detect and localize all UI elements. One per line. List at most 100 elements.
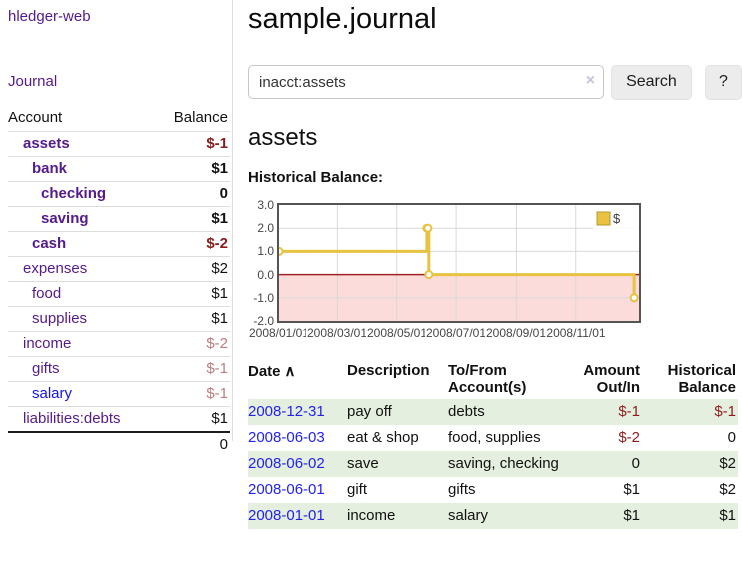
register-header-amount-out-in: Amount Out/In <box>583 362 640 396</box>
transaction-balance: $1 <box>719 507 736 524</box>
x-axis-tick-label: 2008/01/01 <box>247 326 311 340</box>
account-row: assets $-1 <box>8 131 230 157</box>
transaction-amount: 0 <box>631 455 640 472</box>
search-button[interactable]: Search <box>611 64 692 100</box>
sidebar: hledger-web Journal Account Balance asse… <box>0 0 233 457</box>
account-link-income[interactable]: income <box>23 335 72 352</box>
y-axis-tick-label: 2.0 <box>257 221 274 236</box>
account-link-gifts[interactable]: gifts <box>32 360 60 377</box>
account-balance-table: Account Balance assets $-1 bank $1 checking 0… <box>8 105 230 457</box>
transaction-accounts: debts <box>448 403 485 420</box>
account-balance: $-2 <box>156 231 230 257</box>
page-title: sample.journal <box>248 3 437 35</box>
transaction-accounts: saving, checking <box>448 455 559 472</box>
transaction-amount: $1 <box>623 507 640 524</box>
app-brand-link[interactable]: hledger-web <box>8 8 91 25</box>
main-content: sample.journal × Search ? assets Histori… <box>247 0 742 529</box>
x-axis-labels: 2008/01/01 2008/03/01 2008/05/01 2008/07/01… <box>247 326 641 342</box>
help-button[interactable]: ? <box>704 64 742 100</box>
account-row: gifts $-1 <box>8 356 230 382</box>
account-balance: $1 <box>156 206 230 232</box>
register-row: 2008-06-03 eat & shop food, supplies $-2 0 <box>248 425 738 451</box>
register-row: 2008-12-31 pay off debts $-1 $-1 <box>248 399 738 425</box>
transaction-date-link[interactable]: 2008-06-01 <box>248 481 325 498</box>
register-row: 2008-06-02 save saving, checking 0 $2 <box>248 451 738 477</box>
transaction-amount: $-1 <box>618 403 640 420</box>
account-link-food[interactable]: food <box>32 285 62 302</box>
account-column-header: Account <box>8 109 63 126</box>
clear-search-icon[interactable]: × <box>585 72 596 89</box>
account-heading: assets <box>248 124 318 151</box>
data-point-marker <box>629 293 639 303</box>
account-link-bank[interactable]: bank <box>32 160 68 177</box>
register-row: 2008-06-01 gift gifts $1 $2 <box>248 477 738 503</box>
transaction-balance: $-1 <box>714 403 736 420</box>
account-row: bank $1 <box>8 156 230 182</box>
sidebar-total-value: 0 <box>156 431 230 457</box>
search-form: × Search ? <box>248 64 742 100</box>
register-header-date: Date ∧ <box>248 363 296 380</box>
account-link-expenses[interactable]: expenses <box>23 260 88 277</box>
transaction-amount: $1 <box>623 481 640 498</box>
register-header-historical-balance: Historical Balance <box>667 362 736 396</box>
transaction-date-link[interactable]: 2008-06-03 <box>248 429 325 446</box>
x-axis-tick-label: 2008/05/01 <box>365 326 429 340</box>
x-axis-tick-label: 2008/11/01 <box>545 326 607 340</box>
account-row: food $1 <box>8 281 230 307</box>
register-row: 2008-01-01 income salary $1 $1 <box>248 503 738 529</box>
data-point-marker <box>424 270 434 280</box>
x-axis-tick-label: 2008/07/01 <box>424 326 488 340</box>
register-header-description: Description <box>347 362 430 379</box>
account-link-assets[interactable]: assets <box>23 135 70 152</box>
transaction-balance: $2 <box>719 455 736 472</box>
account-link-supplies[interactable]: supplies <box>32 310 88 327</box>
y-axis-tick-label: -1.0 <box>253 290 274 305</box>
transaction-description: eat & shop <box>347 429 419 446</box>
account-balance: $1 <box>156 306 230 332</box>
account-balance: $1 <box>156 406 230 432</box>
account-row: saving $1 <box>8 206 230 232</box>
transaction-accounts: gifts <box>448 481 476 498</box>
register-header-to-from-account-s-: To/From Account(s) <box>448 362 527 396</box>
account-link-checking[interactable]: checking <box>41 185 107 202</box>
account-row: cash $-2 <box>8 231 230 257</box>
transaction-date-link[interactable]: 2008-06-02 <box>248 455 325 472</box>
y-axis-tick-label: 1.0 <box>257 244 274 259</box>
transaction-date-link[interactable]: 2008-12-31 <box>248 403 325 420</box>
account-row: salary $-1 <box>8 381 230 407</box>
account-balance: $1 <box>156 156 230 182</box>
chart-border <box>277 203 641 323</box>
account-link-saving[interactable]: saving <box>41 210 89 227</box>
account-balance: $-1 <box>156 381 230 407</box>
transaction-date-link[interactable]: 2008-01-01 <box>248 507 325 524</box>
account-row: supplies $1 <box>8 306 230 332</box>
transaction-accounts: food, supplies <box>448 429 541 446</box>
account-row: checking 0 <box>8 181 230 207</box>
sort-asc-icon: ∧ <box>284 363 296 380</box>
account-balance: $-2 <box>156 331 230 357</box>
account-link-liabilities-debts[interactable]: liabilities:debts <box>23 410 121 427</box>
y-axis-tick-label: -2.0 <box>253 314 274 328</box>
data-point-marker <box>423 223 433 233</box>
account-balance: $1 <box>156 281 230 307</box>
legend-swatch <box>596 211 611 226</box>
chart-canvas: $ <box>277 203 641 323</box>
x-axis-tick-label: 2008/03/01 <box>305 326 369 340</box>
search-input[interactable] <box>248 65 605 99</box>
transaction-amount: $-2 <box>618 429 640 446</box>
account-balance: $2 <box>156 256 230 282</box>
chart-title: Historical Balance: <box>248 169 384 186</box>
y-axis-tick-label: 3.0 <box>257 198 274 212</box>
transaction-accounts: salary <box>448 507 489 524</box>
account-balance: 0 <box>156 181 230 207</box>
sidebar-item-journal[interactable]: Journal <box>8 73 58 90</box>
account-balance: $-1 <box>156 131 230 157</box>
account-link-salary[interactable]: salary <box>32 385 73 402</box>
account-row: liabilities:debts $1 <box>8 406 230 432</box>
transaction-description: pay off <box>347 403 392 420</box>
account-link-cash[interactable]: cash <box>32 235 67 252</box>
account-balance: $-1 <box>156 356 230 382</box>
register-table: Date ∧ Description To/From Account(s) Amount… <box>248 360 738 529</box>
account-row: expenses $2 <box>8 256 230 282</box>
transaction-balance: $2 <box>719 481 736 498</box>
